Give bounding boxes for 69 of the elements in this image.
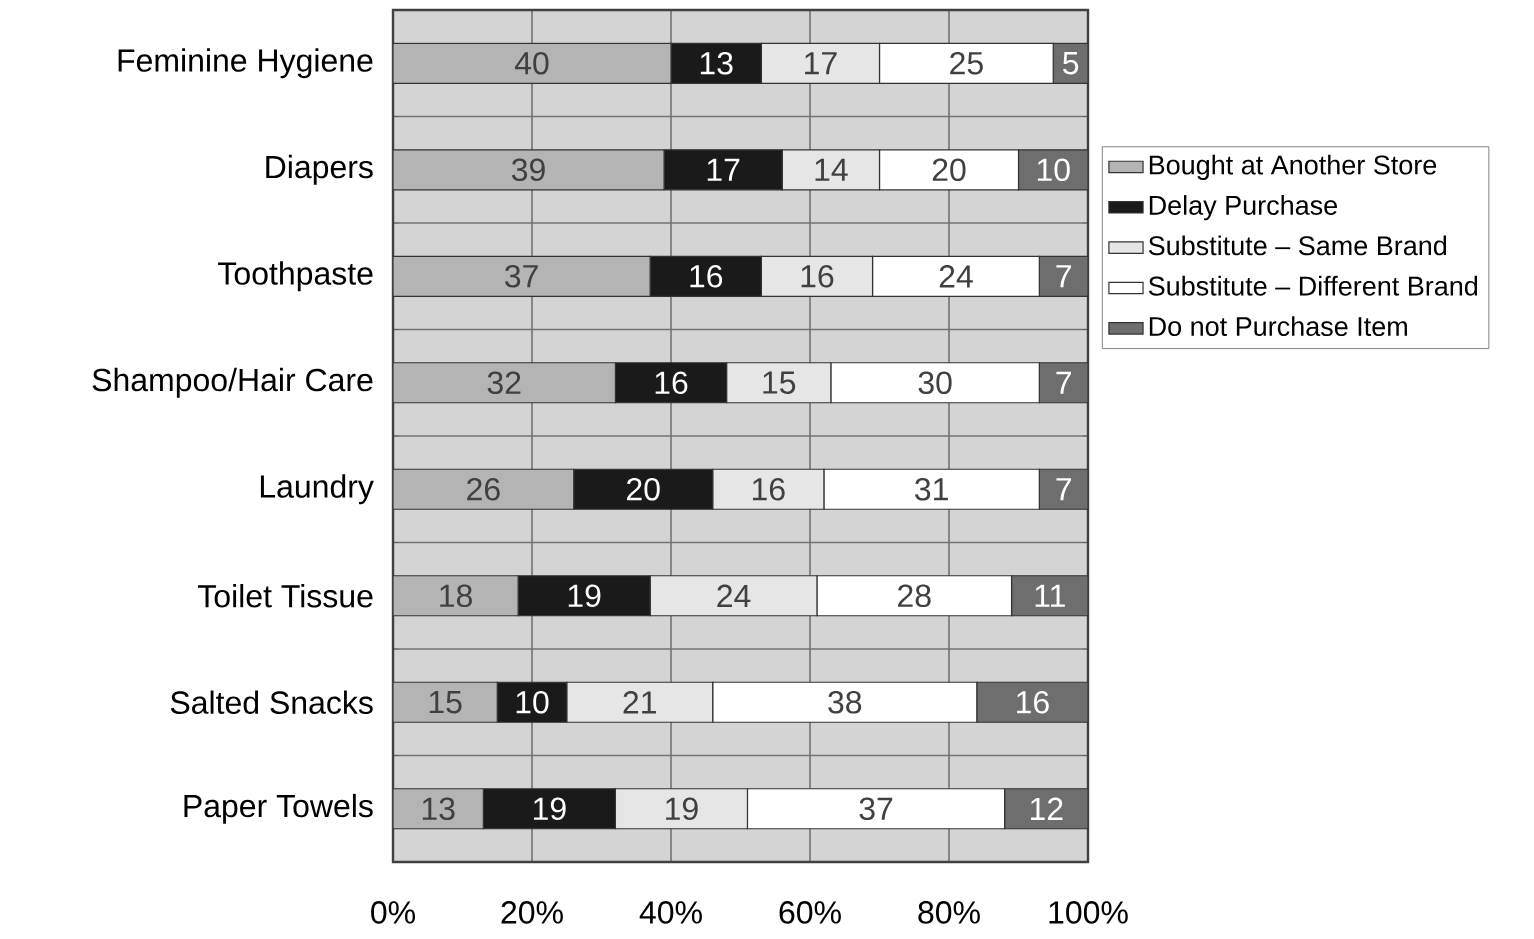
data-label: 19	[568, 584, 601, 608]
data-label: 24	[939, 265, 973, 288]
bar	[1004, 788, 1088, 830]
bar	[393, 149, 665, 191]
data-label: 16	[690, 264, 723, 288]
bar	[1038, 362, 1088, 404]
data-label: 40	[514, 51, 549, 75]
legend-label: Delay Purchase	[1149, 195, 1338, 221]
data-label: 28	[898, 584, 931, 608]
y-tick-label: Paper Towels	[184, 793, 373, 824]
y-tick-label: Shampoo/Hair Care	[92, 367, 373, 398]
data-label: 39	[511, 158, 545, 182]
bar	[393, 681, 498, 723]
data-label: 19	[666, 797, 698, 821]
legend-label: Substitute – Same Brand	[1148, 235, 1447, 256]
data-label: 20	[932, 158, 966, 182]
data-label: 16	[1017, 690, 1049, 714]
data-label: 14	[815, 158, 848, 181]
data-label: 5	[1063, 52, 1079, 75]
data-label: 10	[1037, 158, 1070, 182]
x-tick-label: 40%	[639, 901, 702, 924]
data-label: 25	[950, 51, 983, 75]
bar	[393, 575, 519, 617]
y-tick-label: Diapers	[266, 154, 373, 185]
data-label: 21	[623, 691, 656, 714]
data-label: 37	[859, 797, 893, 821]
data-label: 20	[627, 477, 660, 501]
bar	[393, 255, 651, 297]
bar	[393, 42, 672, 84]
x-tick-label: 20%	[501, 901, 563, 924]
data-label: 12	[1030, 797, 1063, 820]
data-label: 24	[717, 584, 751, 607]
y-tick-label: Salted Snacks	[170, 690, 373, 715]
data-label: 19	[534, 797, 566, 821]
x-tick-label: 60%	[779, 901, 841, 924]
legend-label: Bought at Another Store	[1149, 154, 1437, 180]
data-label: 7	[1056, 478, 1071, 501]
legend-label: Substitute – Different Brand	[1148, 275, 1478, 296]
data-label: 15	[429, 691, 462, 714]
data-label: 30	[918, 371, 952, 395]
bar	[976, 681, 1088, 723]
data-label: 11	[1035, 584, 1065, 607]
data-label: 7	[1056, 371, 1071, 394]
data-label: 15	[763, 371, 796, 394]
x-tick-label: 0%	[371, 901, 415, 924]
data-label: 38	[828, 690, 862, 714]
y-tick-label: Toothpaste	[218, 261, 373, 292]
data-label: 16	[655, 371, 688, 395]
legend-label: Do not Purchase Item	[1149, 316, 1407, 337]
y-tick-label: Feminine Hygiene	[118, 48, 373, 79]
x-tick-label: 100%	[1049, 901, 1128, 924]
bar	[393, 468, 575, 510]
data-label: 17	[805, 52, 837, 75]
data-label: 7	[1056, 265, 1071, 288]
y-tick-label: Toilet Tissue	[198, 584, 373, 608]
data-label: 10	[516, 690, 549, 714]
data-label: 16	[752, 477, 785, 501]
data-label: 31	[915, 477, 948, 501]
data-label: 16	[801, 264, 834, 288]
data-label: 32	[487, 371, 521, 395]
data-label: 18	[440, 584, 472, 608]
data-label: 13	[422, 797, 455, 821]
data-label: 37	[505, 264, 538, 288]
y-tick-label: Laundry	[260, 474, 374, 505]
data-label: 26	[467, 477, 500, 501]
data-label: 13	[700, 51, 733, 75]
x-tick-label: 80%	[918, 901, 980, 924]
bar	[393, 362, 617, 404]
data-label: 17	[707, 158, 740, 181]
